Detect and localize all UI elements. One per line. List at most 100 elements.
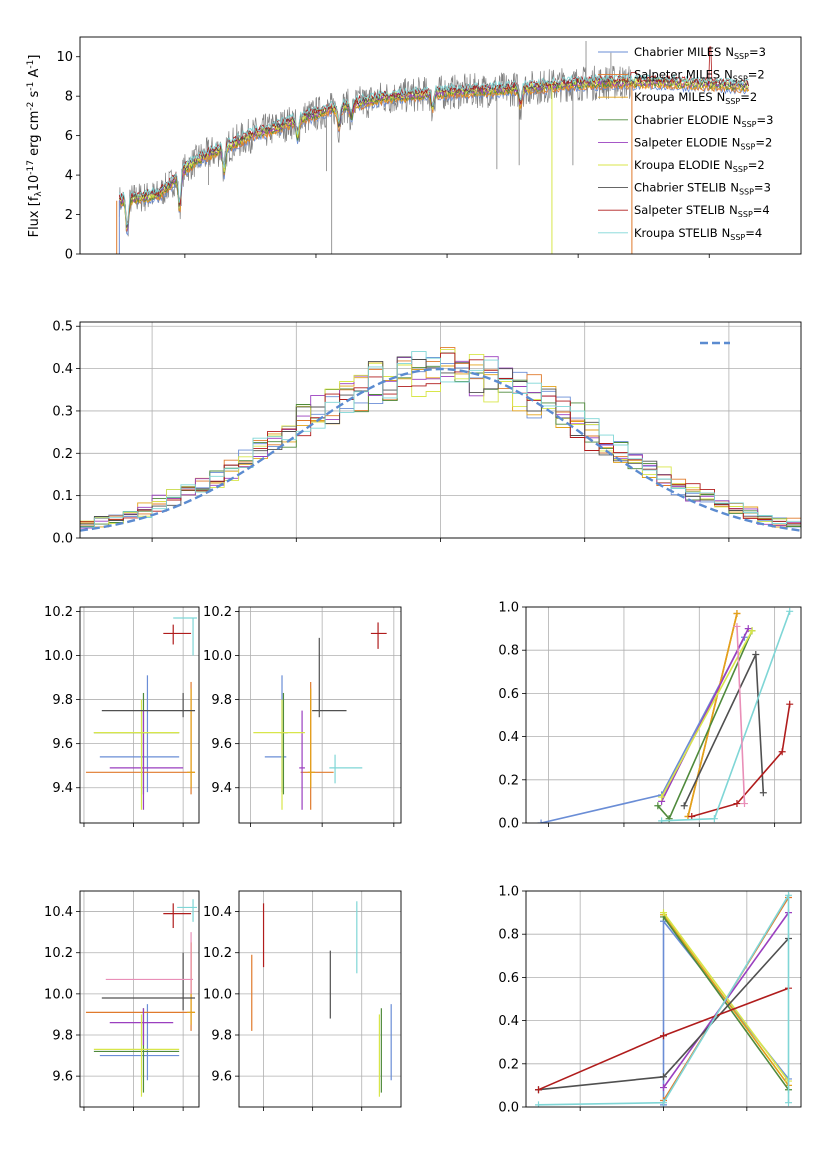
y-tick-label: 0.5	[52, 320, 73, 335]
y-tick-label: 10.4	[203, 905, 232, 920]
y-tick-label: 10.0	[203, 987, 232, 1002]
y-tick-label: 0.0	[498, 817, 519, 832]
y-tick-label: 1.0	[498, 885, 519, 900]
mass-weight-marker	[733, 800, 741, 808]
legend-nssp-label: N	[724, 68, 733, 82]
y-tick-label: 0.4	[498, 1014, 519, 1029]
legend-series-name: Kroupa ELODIE	[634, 158, 720, 172]
model-line	[118, 73, 749, 226]
mass-weight-line	[662, 918, 790, 1105]
axes-frame	[238, 890, 402, 1108]
mass-weight-marker	[744, 625, 752, 633]
y-tick-label: 9.8	[52, 693, 73, 708]
y-tick-label: 10.0	[44, 649, 73, 664]
legend-entry: Kroupa ELODIE NSSP=2	[634, 158, 765, 174]
y-axis-label: Flux [fλ10-17 erg cm-2 s-1 A-1]	[26, 55, 44, 238]
massweight_vs_age-chart: 0.0 0.2 0.4 0.6 0.8 1.0	[498, 601, 802, 832]
y-tick-label: 0.4	[498, 730, 519, 745]
y-tick-label: 0.6	[498, 971, 519, 986]
y-label-part: ]	[27, 55, 42, 60]
legend-series-name: Chabrier MILES	[634, 45, 721, 59]
legend-nssp-value: 2	[765, 135, 772, 149]
mass-weight-marker	[733, 609, 741, 617]
legend-series-name: Kroupa STELIB	[634, 226, 718, 240]
axes-frame	[238, 606, 402, 824]
legend-nssp-eq: =	[745, 226, 755, 240]
mass-weight-marker	[535, 1086, 542, 1094]
y-tick-label: 9.8	[211, 1029, 232, 1044]
mass-weight-line	[660, 630, 753, 798]
mass-weight-line	[736, 626, 746, 804]
mass-weight-marker	[658, 793, 666, 801]
legend-nssp-sub: SSP	[733, 75, 748, 84]
legend-entry: Salpeter STELIB NSSP=4	[634, 203, 770, 219]
mass_vs_EBV-chart: 9.6 9.8 10.0 10.2 10.4	[203, 890, 402, 1111]
legend-entry: Salpeter MILES NSSP=2	[634, 68, 765, 84]
residuals-chart: 0.0 0.1 0.2 0.3 0.4 0.5	[52, 320, 802, 547]
y-tick-label: 10.4	[44, 905, 73, 920]
legend-entry: Chabrier MILES NSSP=3	[634, 45, 766, 61]
mass-weight-marker	[660, 1099, 667, 1107]
mass-weight-marker	[660, 1084, 667, 1092]
mass-weight-line	[538, 892, 790, 1106]
y-label-part: -17	[26, 160, 36, 175]
axes-frame	[79, 890, 200, 1108]
y-tick-label: 0.8	[498, 644, 519, 659]
y-tick-label: 0.2	[498, 1057, 519, 1072]
y-label-part: 10	[27, 175, 42, 192]
legend-nssp-value: 2	[757, 158, 764, 172]
legend-series-name: Chabrier ELODIE	[634, 113, 729, 127]
legend-nssp-eq: =	[755, 135, 765, 149]
y-tick-label: 9.6	[52, 1070, 73, 1085]
legend-nssp-value: 3	[759, 45, 766, 59]
mass-weight-marker	[740, 800, 748, 808]
legend-nssp-value: 4	[762, 203, 769, 217]
gaussian-curve	[80, 367, 801, 532]
mass-weight-marker	[785, 1099, 792, 1107]
y-tick-label: 0.2	[52, 447, 73, 462]
y-tick-label: 0.0	[52, 532, 73, 547]
y-tick-label: 9.8	[211, 693, 232, 708]
age_vs_mass-plot-area	[253, 622, 387, 810]
legend-nssp-label: N	[722, 226, 731, 240]
legend-nssp-sub: SSP	[733, 165, 748, 174]
residuals-plot-area	[80, 347, 801, 532]
y-tick-label: 0.0	[498, 1101, 519, 1116]
mass-weight-line	[662, 916, 790, 1091]
legend-entry: Chabrier ELODIE NSSP=3	[634, 113, 773, 129]
legend-nssp-value: 3	[764, 181, 771, 195]
mass-weight-line	[691, 704, 791, 818]
axes-frame	[79, 36, 802, 255]
axes-frame	[525, 890, 802, 1108]
y-label-part: A	[27, 69, 42, 82]
legend-series-name: Salpeter STELIB	[634, 203, 725, 217]
mass-weight-line	[687, 613, 738, 817]
mass-weight-marker	[680, 802, 688, 810]
mass-weight-line	[540, 636, 746, 823]
legend-entry: Salpeter ELODIE NSSP=2	[634, 135, 772, 151]
legend-nssp-sub: SSP	[725, 97, 740, 106]
age_vs_mass-chart: 9.4 9.6 9.8 10.0 10.2	[203, 605, 402, 827]
legend-nssp-eq: =	[749, 45, 759, 59]
y-tick-label: 0	[65, 248, 73, 263]
y-tick-label: 10.0	[44, 987, 73, 1002]
mass-weight-marker	[752, 651, 760, 659]
mass-weight-marker	[733, 622, 741, 630]
legend-nssp-label: N	[730, 181, 739, 195]
axes-frame	[79, 606, 200, 824]
mass-weight-line	[662, 912, 790, 1082]
y-tick-label: 0.4	[52, 362, 73, 377]
legend-nssp-eq: =	[748, 68, 758, 82]
model-line	[119, 79, 749, 231]
mass-weight-marker	[537, 819, 545, 823]
mass-weight-marker	[759, 789, 767, 797]
age_vs_Z-chart: 9.4 9.6 9.8 10.0 10.2	[44, 605, 200, 827]
legend-nssp-sub: SSP	[739, 188, 754, 197]
legend-nssp-sub: SSP	[734, 52, 749, 61]
massweight_vs_Z-chart: 0.0 0.2 0.4 0.6 0.8 1.0	[498, 885, 802, 1116]
y-label-part: Flux [f	[27, 196, 42, 237]
mass-weight-marker	[535, 1101, 542, 1107]
mass_vs_Z-plot-area	[85, 899, 198, 1097]
